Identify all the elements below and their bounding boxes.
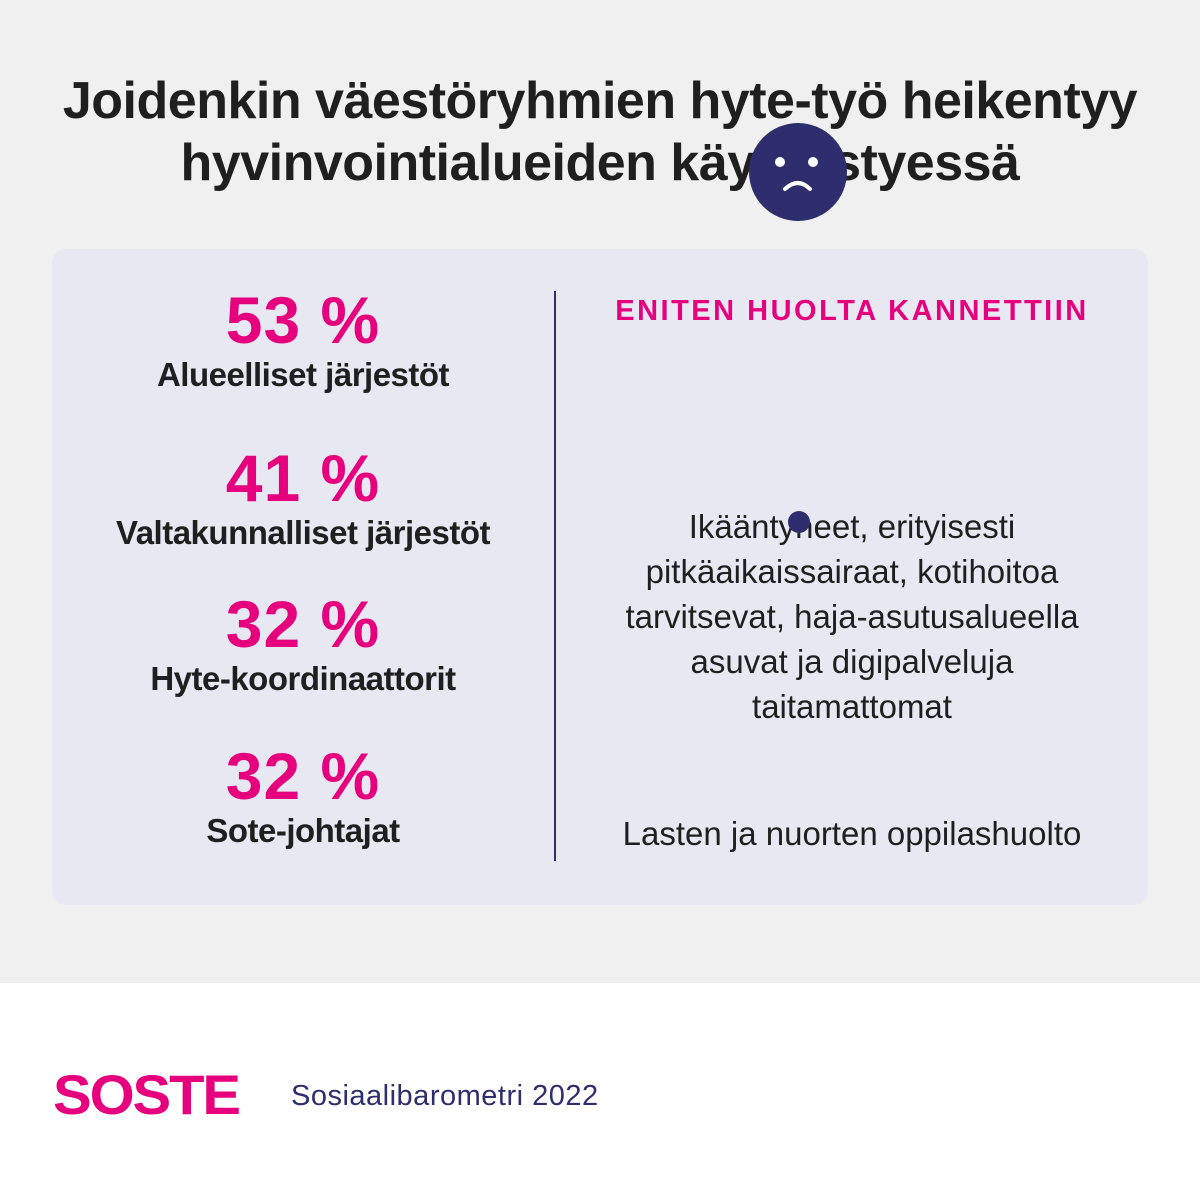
concern-line: asuvat ja digipalveluja <box>690 643 1014 680</box>
soste-logo: SOSTE <box>53 1070 239 1122</box>
title-line-2: hyvinvointialueiden käynnistyessä <box>180 134 1020 192</box>
concern-line: tarvitsevat, haja-asutusalueella <box>625 598 1079 635</box>
stat-label: Alueelliset järjestöt <box>156 356 450 393</box>
stat-item: 41 % Valtakunnalliset järjestöt <box>52 443 554 553</box>
svg-text:SOSTE: SOSTE <box>53 1070 239 1122</box>
sad-face-icon <box>749 123 847 221</box>
concern-line: taitamattomat <box>752 688 952 725</box>
stat-label: Hyte-koordinaattorit <box>150 660 456 697</box>
concern-line: Ikääntyneet, erityisesti <box>688 508 1016 545</box>
concern-group-2: Lasten ja nuorten oppilashuolto <box>622 815 1082 852</box>
concern-group-1: Ikääntyneet, erityisesti pitkäaikaissair… <box>556 504 1148 729</box>
stat-label: Valtakunnalliset järjestöt <box>116 514 490 551</box>
vertical-divider <box>554 291 556 861</box>
stat-item: 32 % Sote-johtajat <box>52 741 554 851</box>
bullet-dot <box>788 511 810 533</box>
stat-label: Sote-johtajat <box>206 812 400 849</box>
stat-value: 32 % <box>225 739 381 813</box>
stat-item: 32 % Hyte-koordinaattorit <box>52 589 554 699</box>
page-title: Joidenkin väestöryhmien hyte-työ heikent… <box>0 70 1200 194</box>
stat-value: 41 % <box>225 441 381 515</box>
stat-value: 32 % <box>225 587 381 661</box>
title-line-1: Joidenkin väestöryhmien hyte-työ heikent… <box>62 72 1138 130</box>
stats-card: 53 % Alueelliset järjestöt 41 % Valtakun… <box>52 249 1148 905</box>
stat-item: 53 % Alueelliset järjestöt <box>52 285 554 395</box>
concern-heading: ENITEN HUOLTA KANNETTIIN <box>615 295 1089 327</box>
source-label: Sosiaalibarometri 2022 <box>291 1080 599 1112</box>
stat-value: 53 % <box>225 283 381 357</box>
concern-line: pitkäaikaissairaat, kotihoitoa <box>645 553 1059 590</box>
footer <box>0 983 1200 1200</box>
